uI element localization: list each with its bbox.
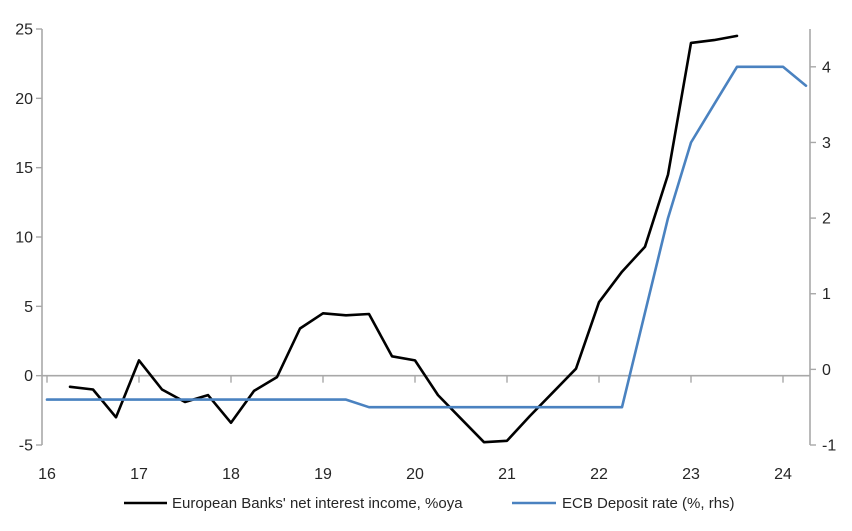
x-axis-tick-label: 22 — [590, 466, 608, 483]
series-line-0 — [68, 34, 739, 444]
x-axis-tick-label: 19 — [314, 466, 332, 483]
left-axis-tick-label: 5 — [24, 299, 33, 316]
left-axis-tick-label: 0 — [24, 368, 33, 385]
right-axis-tick-label: 2 — [822, 211, 831, 228]
x-axis-tick-label: 16 — [38, 466, 56, 483]
right-axis-tick-label: 3 — [822, 135, 831, 152]
x-axis-tick-label: 23 — [682, 466, 700, 483]
right-axis-tick-label: 0 — [822, 362, 831, 379]
x-axis-tick-label: 17 — [130, 466, 148, 483]
x-axis-tick-label: 18 — [222, 466, 240, 483]
left-axis-tick-label: 10 — [15, 230, 33, 247]
right-axis-tick-label: 4 — [822, 59, 831, 76]
x-axis-tick-label: 20 — [406, 466, 424, 483]
legend-label-1: ECB Deposit rate (%, rhs) — [562, 495, 735, 512]
left-axis-tick-label: 15 — [15, 160, 33, 177]
left-axis-tick-label: -5 — [19, 438, 33, 455]
x-axis-tick-label: 24 — [774, 466, 792, 483]
left-axis-tick-label: 20 — [15, 91, 33, 108]
series-line-1 — [45, 65, 808, 409]
right-axis-tick-label: -1 — [822, 438, 836, 455]
x-axis-tick-label: 21 — [498, 466, 516, 483]
left-axis-tick-label: 25 — [15, 22, 33, 39]
legend-label-0: European Banks' net interest income, %oy… — [172, 495, 463, 512]
right-axis-tick-label: 1 — [822, 286, 831, 303]
